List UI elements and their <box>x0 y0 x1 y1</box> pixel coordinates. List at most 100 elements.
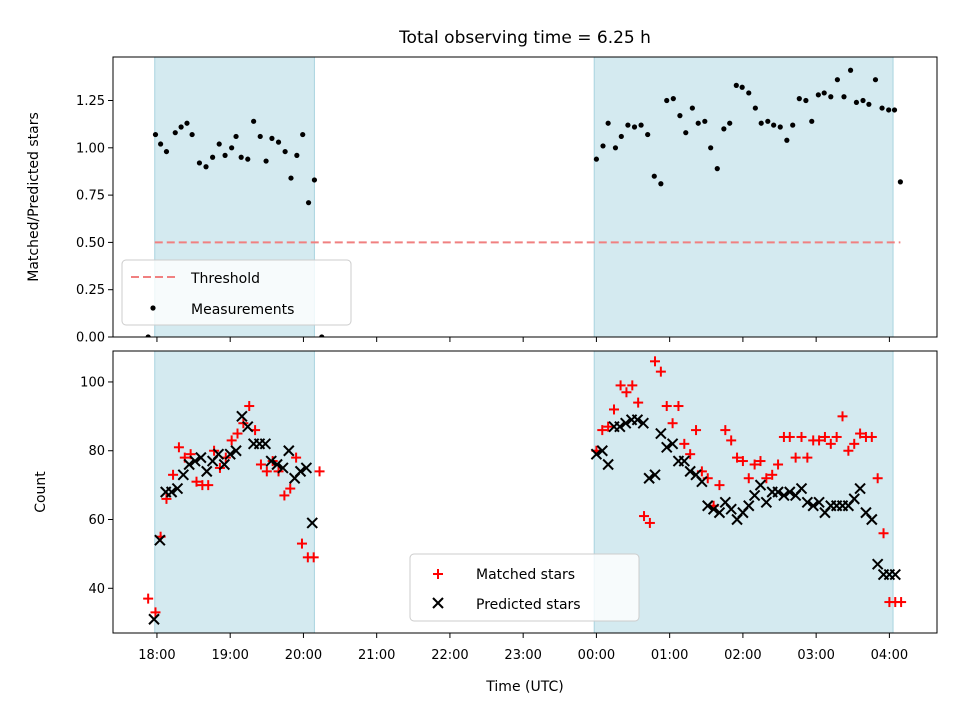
measurement-point <box>196 160 203 166</box>
predicted-point <box>183 458 195 471</box>
matched-point <box>679 438 690 449</box>
measurement-point <box>319 334 325 337</box>
matched-point <box>279 490 290 501</box>
matched-point <box>143 593 154 604</box>
legend-predicted-swatch <box>432 597 444 609</box>
measurement-point <box>600 143 606 149</box>
predicted-point-b <box>212 448 225 460</box>
matched-point <box>872 473 883 484</box>
predicted-point <box>772 486 784 498</box>
matched-point <box>814 435 825 446</box>
matched-point <box>615 380 626 391</box>
predicted-point-b <box>702 500 714 512</box>
measurement-point <box>771 122 777 128</box>
predicted-point-b <box>643 472 655 484</box>
predicted-point <box>666 438 679 450</box>
predicted-point <box>743 500 755 512</box>
measurement-point <box>866 101 872 107</box>
predicted-point <box>760 496 773 509</box>
measurement-point <box>651 173 657 179</box>
matched-point <box>150 607 161 618</box>
predicted-point-b <box>637 417 649 429</box>
predicted-point-b <box>259 438 272 450</box>
matched-point <box>627 380 638 391</box>
measurement-point <box>677 113 683 119</box>
measurement-point <box>803 97 809 104</box>
matched-point <box>203 480 214 491</box>
measurement-point <box>853 99 860 106</box>
measurement-point <box>593 156 600 162</box>
matched-point <box>743 473 754 484</box>
predicted-point <box>171 482 184 495</box>
predicted-point-b <box>661 441 673 453</box>
matched-point <box>261 466 272 477</box>
matched-point <box>849 438 860 449</box>
legend-matched-label: Matched stars <box>476 567 575 583</box>
x-tick-label: 20:00 <box>285 648 322 663</box>
measurement-point <box>275 139 282 145</box>
predicted-point-b <box>590 448 603 460</box>
matched-point <box>802 452 813 463</box>
matched-point <box>232 428 243 439</box>
predicted-point-b <box>224 448 236 460</box>
predicted-point-b <box>772 486 784 498</box>
measurement-point <box>216 141 222 147</box>
measurement-point <box>625 122 631 128</box>
measurement-point <box>163 148 170 155</box>
matched-point <box>255 459 266 470</box>
measurement-point <box>229 145 235 151</box>
predicted-point <box>702 500 714 512</box>
predicted-point-b <box>813 496 825 509</box>
measurement-point <box>765 118 771 124</box>
measurement-point <box>752 105 758 111</box>
predicted-point <box>866 513 878 526</box>
matched-point <box>191 476 202 487</box>
predicted-point-b <box>854 482 866 495</box>
predicted-point-b <box>848 493 860 505</box>
matched-point <box>667 418 678 429</box>
predicted-point <box>631 414 644 426</box>
matched-point <box>714 480 725 491</box>
predicted-point <box>212 448 225 460</box>
matched-point <box>825 438 836 449</box>
predicted-point <box>306 517 318 529</box>
measurement-point <box>891 107 898 113</box>
predicted-point <box>678 455 691 467</box>
predicted-point <box>848 493 860 505</box>
predicted-point <box>230 445 242 457</box>
measurement-point <box>695 120 701 126</box>
predicted-point <box>854 482 866 495</box>
measurement-point <box>172 130 178 136</box>
matched-point <box>685 449 696 460</box>
predicted-point-b <box>866 513 878 526</box>
matched-point <box>720 425 731 436</box>
measurement-point <box>222 152 228 158</box>
y-tick-label: 40 <box>88 582 105 597</box>
measurement-point <box>746 90 752 96</box>
x-tick-label: 04:00 <box>871 648 908 663</box>
x-tick-label: 22:00 <box>431 648 468 663</box>
measurement-point <box>758 120 764 126</box>
predicted-point <box>596 445 608 457</box>
ratio-panel: 0.00 0.25 0.50 0.75 1.00 1.25 Matched/Predicte… <box>26 56 938 346</box>
predicted-point-b <box>631 414 644 426</box>
matched-point <box>796 431 807 442</box>
measurement-point <box>777 124 783 130</box>
predicted-point <box>871 558 884 570</box>
plot-area <box>143 356 907 625</box>
measurement-point <box>294 152 300 158</box>
matched-point <box>608 404 619 415</box>
measurement-point <box>238 154 244 160</box>
measurement-point <box>305 200 312 206</box>
measurement-point <box>282 148 288 155</box>
matched-point <box>285 483 296 494</box>
predicted-point-b <box>300 462 313 474</box>
legend-predicted-label: Predicted stars <box>476 597 581 613</box>
x-tick-label: 18:00 <box>138 648 175 663</box>
measurement-point <box>658 181 664 187</box>
matched-point <box>855 428 866 439</box>
measurement-point <box>300 131 306 138</box>
x-tick-label: 19:00 <box>211 648 248 663</box>
legend-measurement-swatch <box>150 305 156 311</box>
predicted-point-b <box>236 410 248 423</box>
